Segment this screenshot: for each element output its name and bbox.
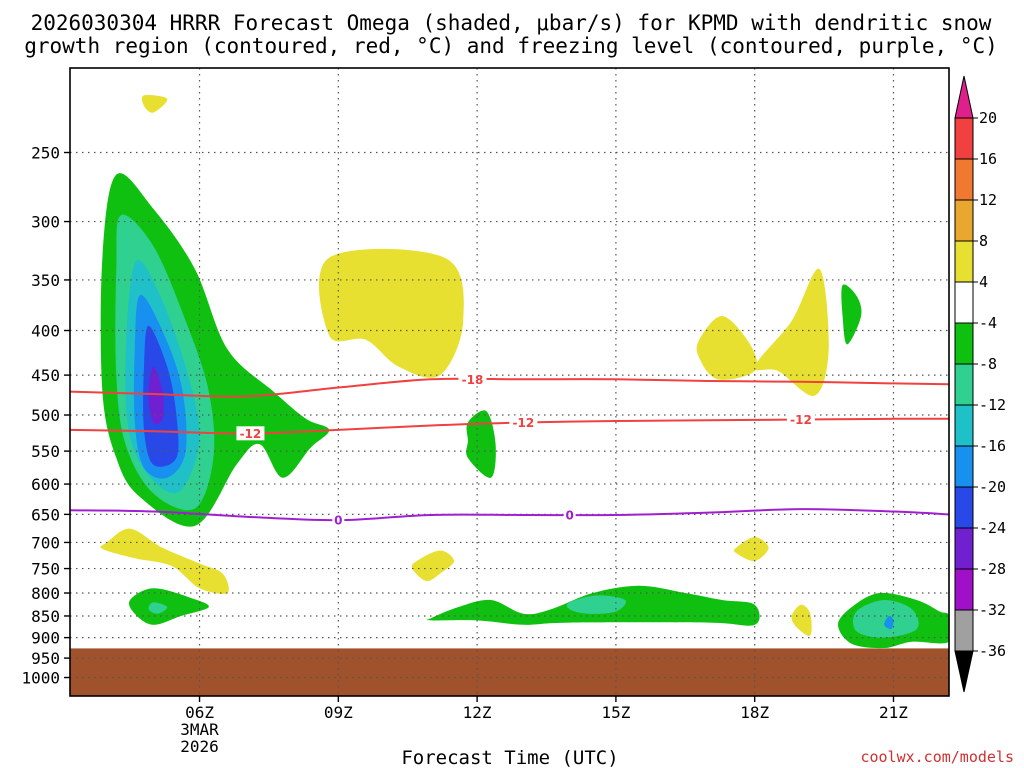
colorbar: 20 16 12 8 4 -4 -8 -12 -16 -20 -24 -28 -32 -36 (954, 75, 1006, 693)
contour-label: -12 (240, 427, 262, 441)
omega-region (566, 595, 626, 614)
y-tick-label: 800 (31, 584, 60, 603)
y-tick-label: 300 (31, 213, 60, 232)
contour-label: -18 (462, 373, 484, 387)
plot-frame (69, 67, 950, 697)
colorbar-band (954, 363, 974, 406)
chart-title-line1: 2026030304 HRRR Forecast Omega (shaded, … (31, 11, 992, 35)
x-tick-label: 12Z (463, 703, 492, 722)
x-tick-date: 3MAR (180, 720, 219, 739)
colorbar-label: -28 (979, 560, 1006, 578)
omega-region (100, 528, 229, 594)
temperature-contours: -18 -12 -12 -12 0 0 (70, 372, 949, 528)
omega-region (141, 95, 168, 113)
y-tick-label: 750 (31, 560, 60, 579)
x-tick-year: 2026 (180, 737, 219, 756)
contour-label: 0 (565, 508, 573, 522)
omega-region (148, 366, 164, 425)
omega-region (318, 248, 464, 378)
contour-line (70, 377, 949, 398)
y-tick-label: 350 (31, 271, 60, 290)
colorbar-top-arrow (954, 75, 974, 119)
colorbar-label: -24 (979, 519, 1006, 537)
x-axis-label: Forecast Time (UTC) (401, 747, 618, 768)
colorbar-band (954, 240, 974, 283)
colorbar-label: -36 (979, 642, 1006, 660)
colorbar-label: -32 (979, 601, 1006, 619)
colorbar-band (954, 281, 974, 324)
colorbar-label: -12 (979, 396, 1006, 414)
contour-label-bg (236, 426, 265, 441)
axes: 250 300 350 400 450 500 550 600 650 700 750 800 850 9… (21, 144, 908, 756)
omega-region (696, 315, 758, 380)
contour-line (70, 508, 949, 522)
contour-label: -12 (513, 416, 535, 430)
colorbar-label: -8 (979, 355, 997, 373)
omega-region (791, 604, 812, 636)
colorbar-label: 20 (979, 109, 997, 127)
x-tick-label: 06Z (185, 703, 214, 722)
y-tick-label: 900 (31, 629, 60, 648)
x-tick-label: 15Z (601, 703, 630, 722)
colorbar-bottom-arrow (954, 650, 974, 693)
colorbar-label: -4 (979, 314, 997, 332)
y-tick-label: 550 (31, 442, 60, 461)
omega-region (129, 588, 209, 625)
omega-region (733, 537, 769, 561)
chart-title-line2: growth region (contoured, red, °C) and f… (24, 34, 998, 58)
y-tick-label: 950 (31, 649, 60, 668)
contour-label-bg (786, 412, 815, 427)
credit-link[interactable]: coolwx.com/models (860, 748, 1014, 766)
y-tick-label: 500 (31, 406, 60, 425)
omega-region (841, 284, 862, 345)
colorbar-band (954, 158, 974, 201)
colorbar-band (954, 527, 974, 570)
colorbar-band (954, 486, 974, 529)
colorbar-band (954, 404, 974, 447)
omega-region (884, 615, 894, 630)
y-tick-label: 850 (31, 607, 60, 626)
grid-lines (70, 68, 949, 696)
contour-label-bg (509, 415, 538, 430)
x-tick-label: 21Z (879, 703, 908, 722)
omega-region (852, 599, 919, 638)
colorbar-label: -20 (979, 478, 1006, 496)
x-tick-label: 18Z (740, 703, 769, 722)
colorbar-band (954, 445, 974, 488)
colorbar-band (954, 322, 974, 365)
contour-label: 0 (334, 514, 342, 528)
omega-region (148, 602, 168, 614)
omega-region (754, 268, 829, 396)
contour-label-bg (332, 513, 345, 528)
colorbar-label: 16 (979, 150, 997, 168)
contour-label-bg (458, 372, 487, 387)
omega-region (466, 410, 496, 478)
colorbar-band (954, 117, 974, 160)
contour-label-bg (563, 507, 576, 522)
colorbar-band (954, 609, 974, 652)
colorbar-label: 12 (979, 191, 997, 209)
y-tick-label: 450 (31, 366, 60, 385)
y-tick-label: 700 (31, 533, 60, 552)
ground-below-surface (70, 648, 949, 696)
colorbar-band (954, 199, 974, 242)
y-tick-label: 650 (31, 505, 60, 524)
contour-label: -12 (790, 413, 812, 427)
y-tick-label: 250 (31, 144, 60, 163)
omega-region (411, 550, 454, 582)
colorbar-label: -16 (979, 437, 1006, 455)
colorbar-label: 4 (979, 273, 988, 291)
y-tick-label: 400 (31, 322, 60, 341)
colorbar-label: 8 (979, 232, 988, 250)
x-tick-label: 09Z (324, 703, 353, 722)
colorbar-band (954, 568, 974, 611)
y-tick-label: 1000 (21, 669, 60, 688)
y-tick-label: 600 (31, 475, 60, 494)
